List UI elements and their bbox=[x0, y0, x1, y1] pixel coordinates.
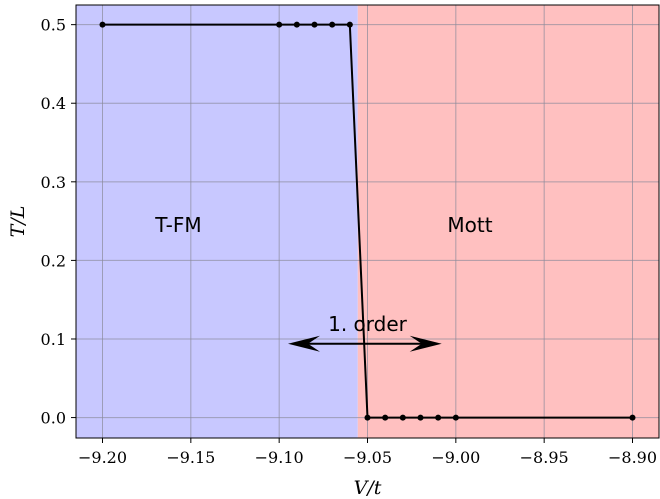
region-t-fm bbox=[76, 5, 358, 438]
x-tick-label: −8.90 bbox=[608, 448, 657, 467]
x-tick-label: −8.95 bbox=[520, 448, 569, 467]
background-regions bbox=[76, 5, 659, 438]
data-point bbox=[417, 414, 424, 421]
y-tick-label: 0.4 bbox=[41, 94, 66, 113]
annotation bbox=[288, 335, 442, 352]
annotation-arrowhead-left bbox=[288, 335, 320, 352]
y-tick-label: 0.3 bbox=[41, 173, 66, 192]
region-mott bbox=[357, 5, 659, 438]
region-label-mott: Mott bbox=[447, 213, 492, 237]
x-tick-label: −9.05 bbox=[343, 448, 392, 467]
x-tick-label: −9.10 bbox=[255, 448, 304, 467]
data-point bbox=[435, 414, 442, 421]
ticks: −9.20 −9.15 −9.10 −9.05 −9.00 −8.95 −8.90 0.0 0.… bbox=[41, 16, 657, 467]
region-label-tfm: T-FM bbox=[154, 213, 201, 237]
y-tick-label: 0.0 bbox=[41, 409, 66, 428]
data-point bbox=[346, 21, 353, 28]
x-axis-label: V/t bbox=[354, 477, 382, 499]
y-axis-label: T/L bbox=[7, 206, 29, 238]
data-point bbox=[382, 414, 389, 421]
annotation-arrowhead-right bbox=[409, 335, 442, 352]
data-point bbox=[311, 21, 318, 28]
data-point bbox=[452, 414, 459, 421]
data-point bbox=[293, 21, 300, 28]
data-point bbox=[276, 21, 283, 28]
y-tick-label: 0.5 bbox=[41, 16, 66, 35]
data-point bbox=[399, 414, 406, 421]
x-tick-label: −9.15 bbox=[166, 448, 215, 467]
data-series bbox=[99, 21, 636, 421]
x-tick-label: −9.00 bbox=[431, 448, 480, 467]
annotation-text: 1. order bbox=[328, 312, 408, 336]
data-point bbox=[99, 21, 106, 28]
data-point bbox=[329, 21, 336, 28]
x-tick-label: −9.20 bbox=[78, 448, 127, 467]
y-tick-label: 0.1 bbox=[41, 330, 66, 349]
data-point bbox=[364, 414, 371, 421]
y-tick-label: 0.2 bbox=[41, 251, 66, 270]
data-point bbox=[629, 414, 636, 421]
plot-frame bbox=[75, 4, 660, 439]
